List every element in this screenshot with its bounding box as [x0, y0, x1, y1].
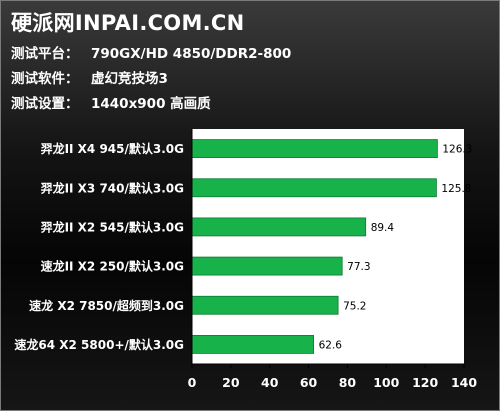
plot-area	[192, 129, 464, 364]
x-tick-label: 20	[222, 375, 240, 390]
category-label: 速龙 X2 7850/超频到3.0G	[29, 298, 184, 313]
info-label-settings: 测试设置：	[11, 96, 79, 112]
info-value-settings: 1440x900 高画质	[91, 96, 211, 112]
data-label: 62.6	[319, 339, 343, 351]
info-label-software: 测试软件：	[11, 71, 79, 87]
data-label: 77.3	[347, 261, 370, 273]
bar	[191, 178, 437, 198]
info-row-platform: 测试平台： 790GX/HD 4850/DDR2-800	[11, 42, 291, 62]
bar	[191, 217, 367, 237]
chart-title: 硬派网INPAI.COM.CN	[11, 11, 245, 35]
x-tick-label: 100	[373, 375, 399, 390]
category-label: 速龙64 X2 5800+/默认3.0G	[14, 337, 184, 352]
x-tick-label: 60	[300, 375, 318, 390]
info-value-platform: 790GX/HD 4850/DDR2-800	[91, 46, 292, 62]
category-label: 羿龙II X3 740/默认3.0G	[41, 180, 184, 195]
x-tick-label: 40	[261, 375, 279, 390]
info-label-platform: 测试平台：	[11, 46, 79, 62]
bar	[191, 335, 315, 354]
info-row-software: 测试软件： 虚幻竞技场3	[11, 67, 168, 87]
x-tick-label: 120	[412, 375, 438, 390]
x-tick-label: 0	[188, 375, 197, 390]
data-label: 125.8	[441, 183, 471, 195]
x-tick-label: 140	[451, 375, 477, 390]
data-label: 75.2	[343, 300, 366, 312]
category-label: 羿龙II X4 945/默认3.0G	[41, 141, 184, 156]
info-value-software: 虚幻竞技场3	[91, 71, 168, 87]
bar	[191, 256, 343, 276]
x-tick-label: 80	[339, 375, 357, 390]
bar	[191, 295, 339, 315]
category-label: 速龙II X2 250/默认3.0G	[41, 259, 184, 274]
bar	[191, 139, 438, 158]
data-label: 126.3	[442, 144, 472, 156]
info-row-settings: 测试设置： 1440x900 高画质	[11, 92, 211, 112]
category-label: 羿龙II X2 545/默认3.0G	[41, 219, 184, 234]
data-label: 89.4	[371, 222, 395, 234]
